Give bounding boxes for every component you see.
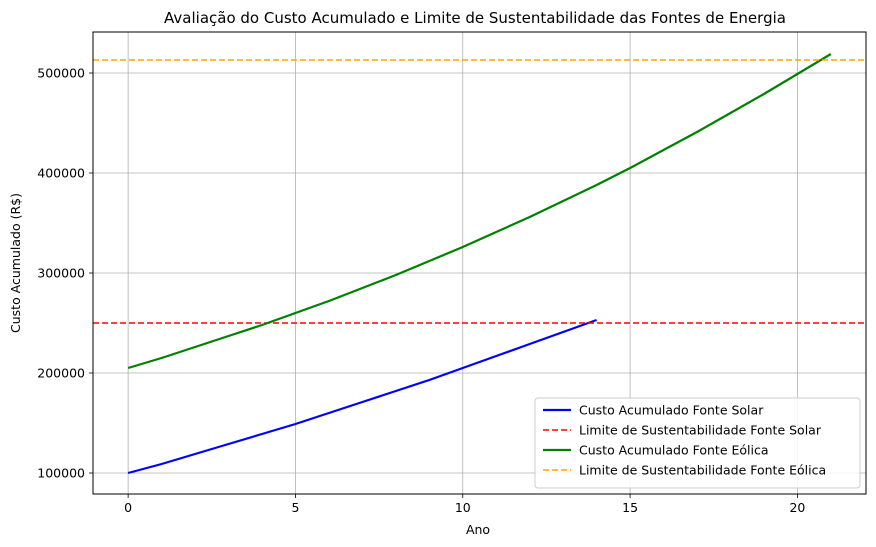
y-tick-label: 300000 [37, 266, 85, 281]
x-axis-label: Ano [466, 522, 490, 537]
chart-title: Avaliação do Custo Acumulado e Limite de… [164, 9, 786, 27]
legend-label-1: Limite de Sustentabilidade Fonte Solar [579, 423, 822, 438]
x-tick-label: 20 [789, 500, 805, 515]
x-tick-label: 10 [455, 500, 471, 515]
x-tick-label: 5 [291, 500, 299, 515]
legend-label-2: Custo Acumulado Fonte Eólica [579, 443, 769, 458]
grid [93, 32, 866, 494]
x-tick-label: 15 [622, 500, 638, 515]
x-tick-label: 0 [124, 500, 132, 515]
legend-label-3: Limite de Sustentabilidade Fonte Eólica [579, 463, 826, 478]
y-tick-label: 100000 [37, 466, 85, 481]
y-tick-label: 400000 [37, 166, 85, 181]
legend: Custo Acumulado Fonte Solar Limite de Sus… [534, 397, 861, 489]
axis-ticks: 0 5 10 15 20 100000 200000 300000 400000 500000 [37, 66, 805, 516]
legend-box [534, 397, 861, 489]
y-tick-label: 500000 [37, 66, 85, 81]
series-line-2 [127, 53, 832, 370]
plot-frame [92, 31, 867, 495]
plot-series [93, 53, 866, 475]
y-tick-label: 200000 [37, 366, 85, 381]
legend-label-0: Custo Acumulado Fonte Solar [579, 403, 764, 418]
y-axis-label: Custo Acumulado (R$) [8, 193, 23, 333]
series-line-0 [127, 318, 597, 475]
